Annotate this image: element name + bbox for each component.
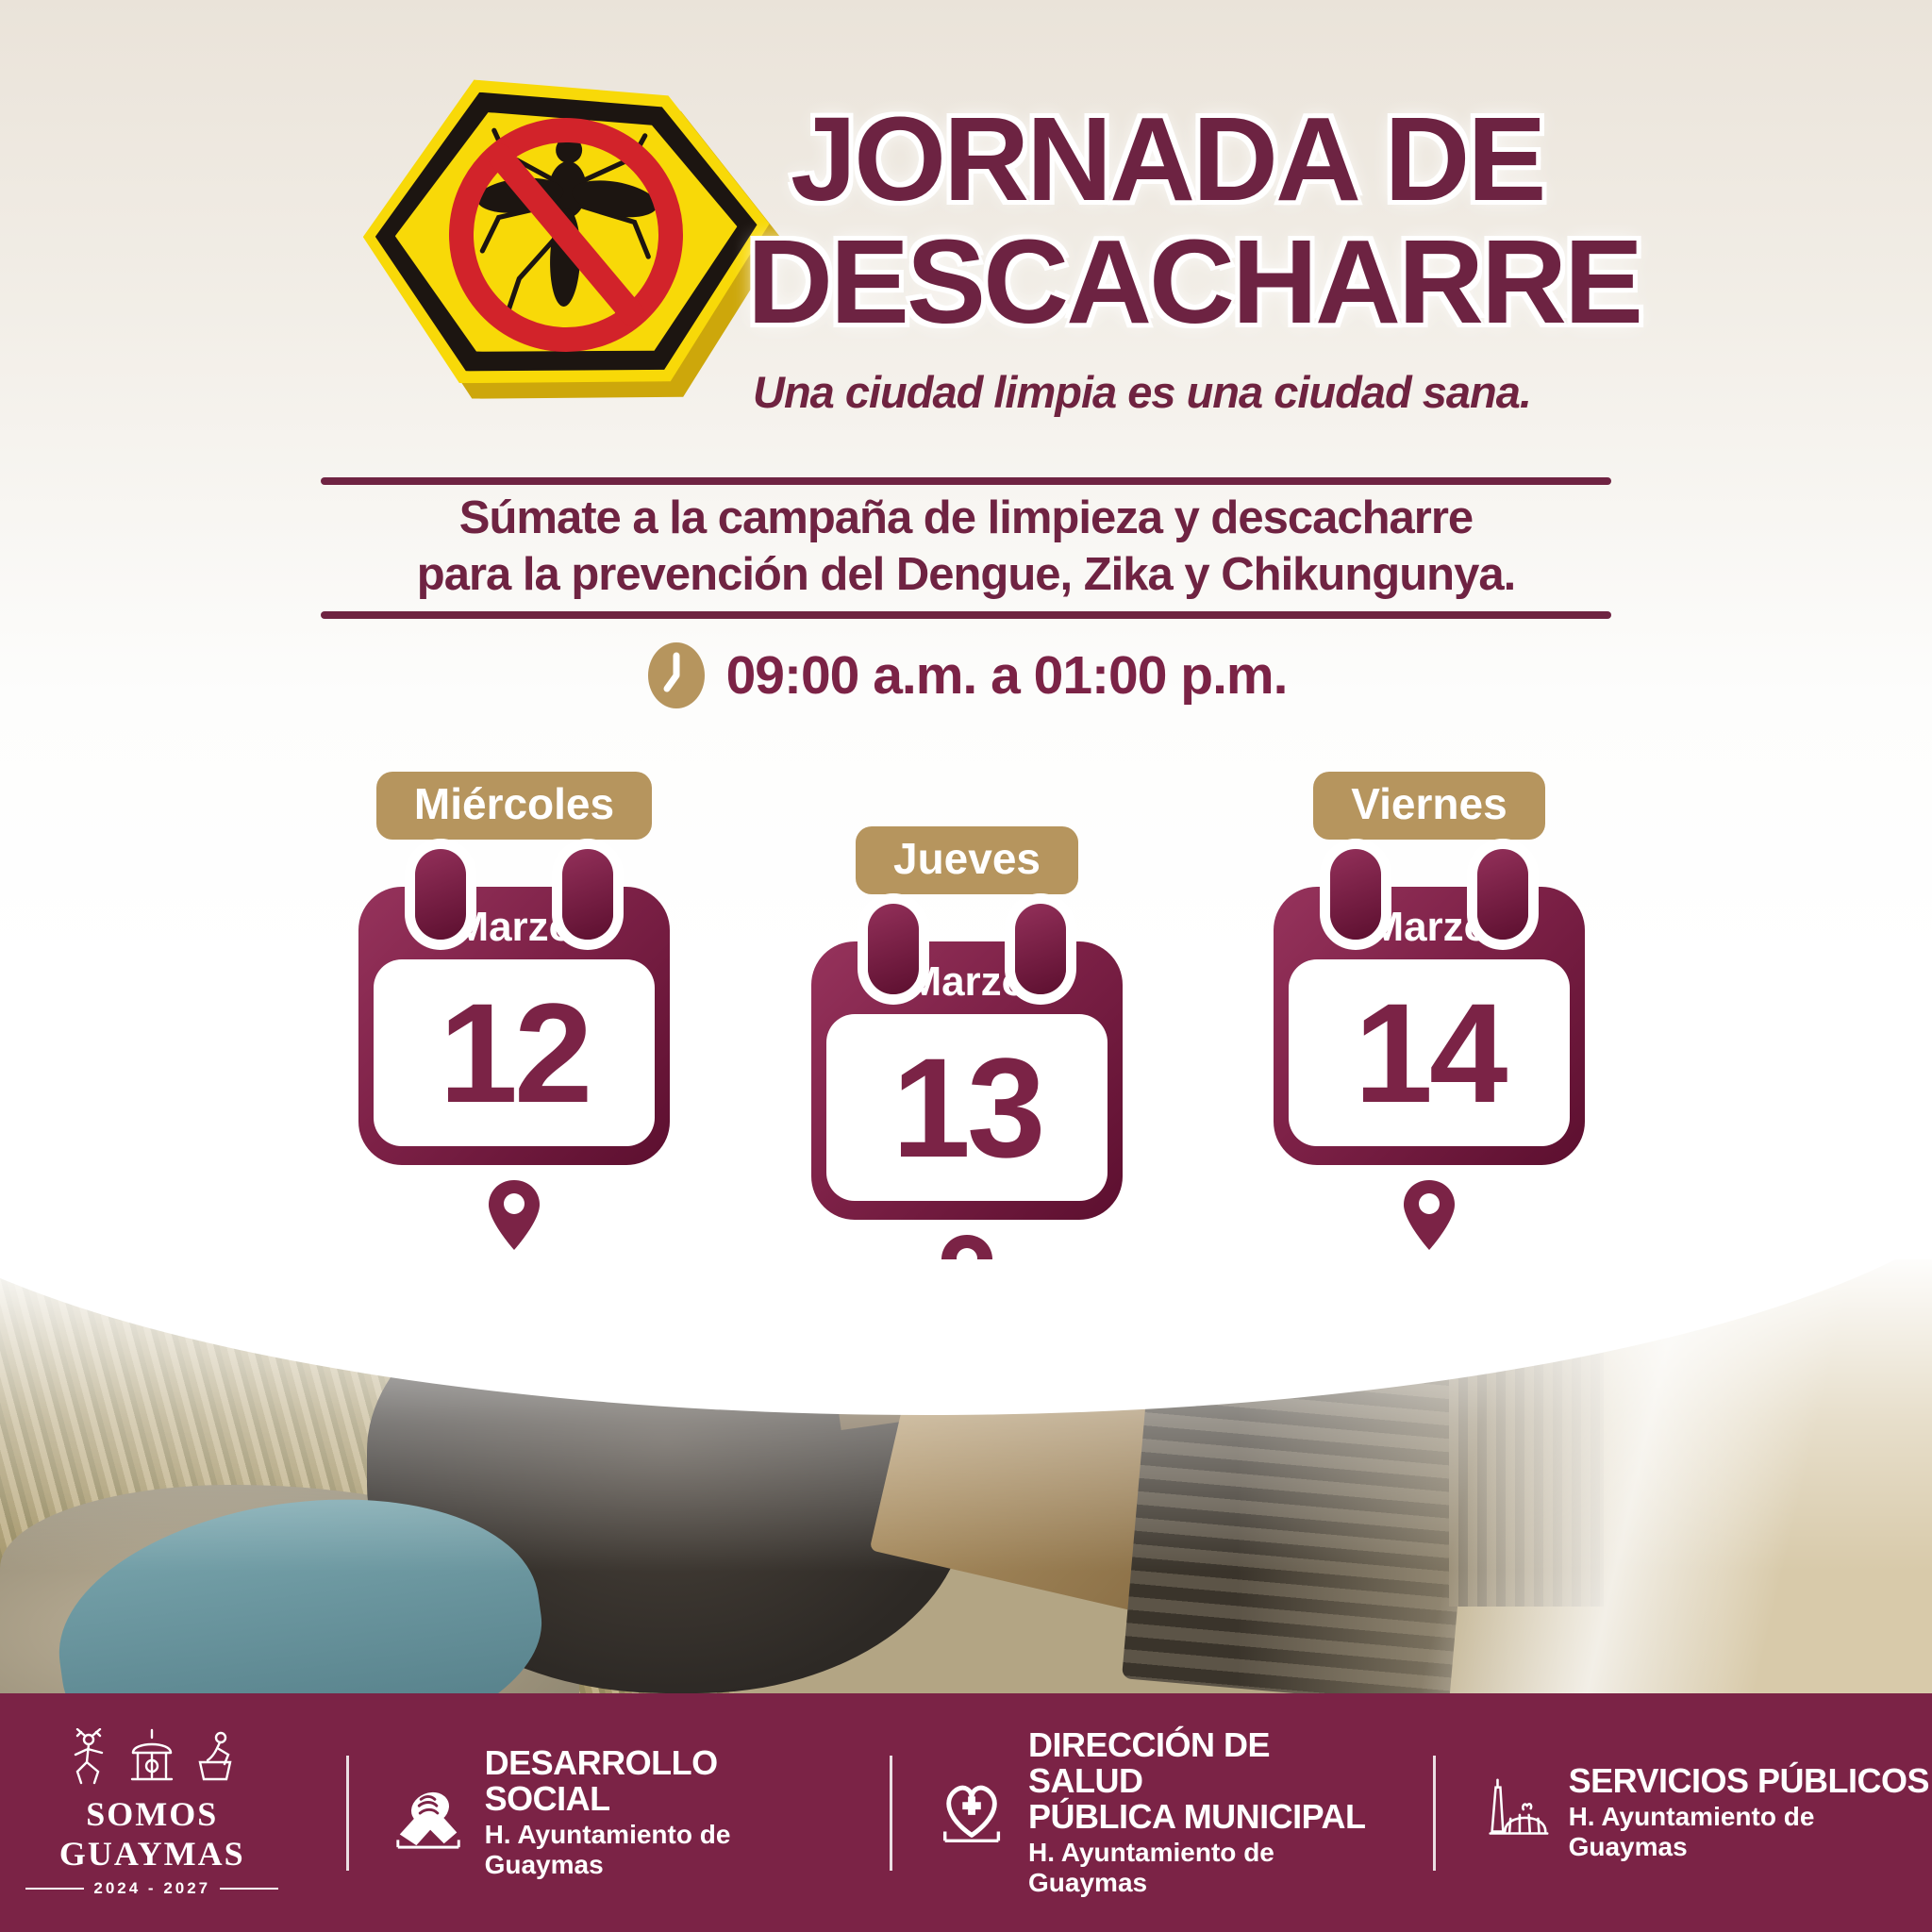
calendar-box: Marzo 13: [811, 941, 1123, 1220]
day-badge: Jueves: [855, 826, 1078, 894]
term-line-left: [25, 1887, 85, 1890]
org-subtitle: H. Ayuntamiento de Guaymas: [1568, 1801, 1815, 1861]
day-badge: Miércoles: [375, 772, 653, 840]
calendar-date: 14: [1289, 959, 1570, 1146]
calendar-date: 12: [374, 959, 655, 1146]
org-title: DESARROLLO SOCIAL: [484, 1743, 719, 1818]
calendar-ring-icon: [1015, 904, 1066, 994]
somos-guaymas-icons: [0, 1727, 305, 1787]
calendar-month: Marzo: [1369, 904, 1490, 950]
org-title-line1: DIRECCIÓN DE SALUD: [1028, 1725, 1271, 1801]
desarrollo-social-logo: DESARROLLO SOCIAL H. Ayuntamiento de Gua…: [391, 1745, 849, 1880]
calendar-icon: Marzo 13: [811, 904, 1123, 1220]
footer-divider: [890, 1755, 892, 1871]
term-line-right: [220, 1887, 279, 1890]
calendar-month: Marzo: [907, 958, 1027, 1005]
calendar-box: Marzo 12: [358, 887, 670, 1165]
somos-guaymas-name: SOMOS GUAYMAS: [58, 1794, 245, 1873]
calendar-ring-icon: [562, 849, 613, 940]
event-card-miercoles: Miércoles Marzo 12 Guarida del Tigre: [292, 772, 736, 1376]
divider-top: [321, 477, 1611, 485]
schedule-time-row: 09:00 a.m. a 01:00 p.m.: [0, 640, 1932, 711]
calendar-month: Marzo: [454, 904, 575, 950]
trash-dump-photo: [0, 1259, 1932, 1693]
calendar-icon: Marzo 14: [1274, 849, 1585, 1165]
clock-icon: [647, 642, 705, 708]
calendar-ring-icon: [415, 849, 466, 940]
heart-cross-icon: [942, 1786, 1001, 1843]
intro-line1: Súmate a la campaña de limpieza y descac…: [458, 492, 1474, 543]
monument-kiosk-icon: [1489, 1779, 1549, 1836]
org-title-line2: PÚBLICA MUNICIPAL: [1028, 1796, 1366, 1836]
calendar-box: Marzo 14: [1274, 887, 1585, 1165]
statue-icon: [198, 1731, 232, 1780]
term-years: 2024 - 2027: [93, 1878, 211, 1897]
divider-bottom: [321, 611, 1611, 619]
servicios-publicos-logo: SERVICIOS PÚBLICOS H. Ayuntamiento de Gu…: [1477, 1763, 1932, 1862]
footer-bar: SOMOS GUAYMAS 2024 - 2027: [0, 1693, 1932, 1932]
org-title: SERVICIOS PÚBLICOS: [1568, 1761, 1930, 1801]
calendar-ring-icon: [1477, 849, 1528, 940]
deer-dancer-icon: [75, 1727, 104, 1784]
no-mosquito-sign: [358, 76, 774, 394]
org-subtitle: H. Ayuntamiento de Guaymas: [1028, 1837, 1274, 1897]
kiosk-icon: [131, 1728, 174, 1780]
day-badge: Viernes: [1313, 772, 1545, 840]
somos-guaymas-term: 2024 - 2027: [0, 1879, 305, 1898]
clasped-hands-icon: [395, 1791, 460, 1849]
intro-text: Súmate a la campaña de limpieza y descac…: [0, 491, 1932, 604]
intro-line2: para la prevención del Dengue, Zika y Ch…: [416, 548, 1516, 600]
page-title-line2: DESCACHARRE: [747, 215, 1643, 348]
salud-publica-logo: DIRECCIÓN DE SALUD PÚBLICA MUNICIPAL H. …: [934, 1727, 1392, 1897]
somos-guaymas-logo: SOMOS GUAYMAS 2024 - 2027: [0, 1727, 305, 1898]
calendar-ring-icon: [868, 904, 919, 994]
schedule-time: 09:00 a.m. a 01:00 p.m.: [725, 645, 1289, 706]
org-subtitle: H. Ayuntamiento de Guaymas: [484, 1819, 731, 1879]
footer-divider: [1433, 1755, 1437, 1871]
location-pin-icon: [489, 1180, 540, 1250]
calendar-date: 13: [826, 1014, 1108, 1201]
page-title-line1: JORNADA DE: [791, 92, 1546, 225]
calendar-icon: Marzo 12: [358, 849, 670, 1165]
calendar-ring-icon: [1330, 849, 1381, 940]
location-pin-icon: [1404, 1180, 1455, 1250]
tagline: Una ciudad limpia es una ciudad sana.: [753, 367, 1532, 417]
footer-divider: [345, 1755, 349, 1871]
